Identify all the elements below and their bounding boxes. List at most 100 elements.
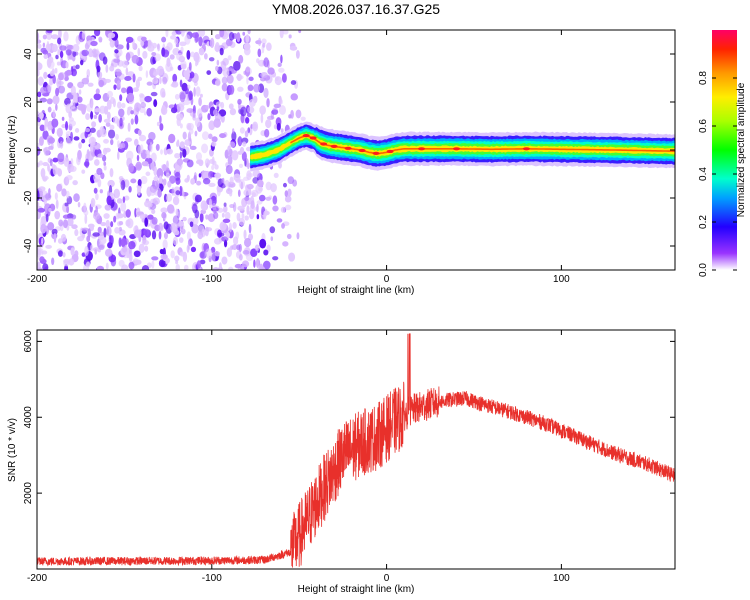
noise-blob <box>108 129 116 139</box>
noise-blob <box>146 81 153 86</box>
noise-blob <box>256 58 260 64</box>
noise-blob <box>83 54 88 61</box>
noise-blob <box>162 163 167 172</box>
noise-blob <box>125 137 133 143</box>
noise-blob <box>211 165 215 171</box>
noise-blob <box>236 244 241 251</box>
noise-blob <box>208 133 213 140</box>
noise-blob <box>160 254 168 260</box>
noise-blob <box>213 211 219 220</box>
noise-blob <box>144 95 152 103</box>
noise-blob <box>130 110 134 115</box>
noise-blob <box>252 121 259 132</box>
noise-blob <box>175 263 180 270</box>
noise-blob <box>160 87 166 98</box>
noise-blob <box>218 262 222 270</box>
noise-blob <box>47 222 55 231</box>
noise-blob <box>300 116 306 121</box>
noise-blob <box>281 73 287 83</box>
spectrogram-y-tick-label: 0 <box>23 147 34 153</box>
noise-blob <box>47 125 51 131</box>
noise-blob <box>252 177 259 184</box>
noise-blob <box>58 72 64 81</box>
noise-blob <box>74 96 78 104</box>
noise-blob <box>243 189 250 196</box>
noise-blob <box>240 106 247 117</box>
noise-blob <box>187 84 191 90</box>
noise-blob <box>46 31 52 40</box>
noise-blob <box>140 40 145 47</box>
noise-blob <box>248 209 255 220</box>
noise-blob <box>179 185 183 197</box>
noise-blob <box>221 83 228 92</box>
noise-blob <box>51 257 55 266</box>
ridge-peak <box>372 151 380 155</box>
noise-blob <box>72 50 77 58</box>
noise-blob <box>103 161 107 167</box>
noise-blob <box>169 175 176 184</box>
noise-blob <box>84 213 88 225</box>
noise-blob <box>151 260 155 269</box>
noise-blob <box>236 74 244 80</box>
noise-blob <box>77 201 81 208</box>
noise-blob <box>237 86 244 92</box>
spectrogram-y-tick-label: 20 <box>23 96 34 108</box>
noise-blob <box>66 205 70 214</box>
noise-blob <box>163 232 168 240</box>
noise-blob <box>288 252 296 262</box>
noise-blob <box>103 138 109 144</box>
noise-blob <box>152 81 157 90</box>
noise-blob <box>242 141 247 147</box>
noise-blob <box>188 61 192 71</box>
noise-blob <box>42 42 46 48</box>
noise-blob <box>208 120 216 131</box>
noise-blob <box>226 74 234 84</box>
noise-blob <box>183 70 188 77</box>
noise-blob <box>238 217 245 226</box>
noise-blob <box>242 31 246 36</box>
noise-blob <box>51 43 58 53</box>
ridge-peak <box>302 134 310 138</box>
spectrogram-y-tick-label: -40 <box>23 238 34 253</box>
noise-blob <box>37 201 40 208</box>
noise-blob <box>244 130 249 138</box>
noise-blob <box>131 54 139 64</box>
noise-blob <box>128 163 135 173</box>
noise-blob <box>169 54 175 60</box>
noise-blob <box>179 92 186 103</box>
noise-blob <box>219 30 225 38</box>
noise-blob <box>195 86 201 97</box>
ridge-peak <box>309 136 317 140</box>
noise-blob <box>215 101 222 107</box>
noise-blob <box>40 168 46 179</box>
noise-blob <box>190 178 196 185</box>
noise-blob <box>116 44 124 50</box>
noise-blob <box>259 263 264 270</box>
noise-blob <box>153 165 158 176</box>
noise-blob <box>88 51 94 58</box>
noise-blob <box>147 44 155 52</box>
noise-blob <box>107 242 113 249</box>
noise-blob <box>208 170 214 179</box>
noise-blob <box>125 36 134 43</box>
noise-blob <box>120 142 126 149</box>
noise-blob <box>238 54 244 64</box>
noise-blob <box>228 103 234 110</box>
noise-blob <box>221 256 228 265</box>
noise-blob <box>125 150 134 161</box>
noise-blob <box>115 71 122 77</box>
noise-blob <box>262 42 266 48</box>
noise-blob <box>84 245 89 257</box>
noise-blob <box>90 98 94 108</box>
noise-blob <box>220 114 225 123</box>
noise-blob <box>172 196 180 206</box>
noise-blob <box>231 150 239 161</box>
noise-blob <box>199 212 204 223</box>
noise-blob <box>192 110 196 119</box>
noise-blob <box>37 146 41 156</box>
noise-blob <box>222 206 228 214</box>
noise-blob <box>128 185 132 193</box>
noise-blob <box>98 113 102 123</box>
noise-blob <box>161 212 167 219</box>
noise-blob <box>180 63 187 70</box>
